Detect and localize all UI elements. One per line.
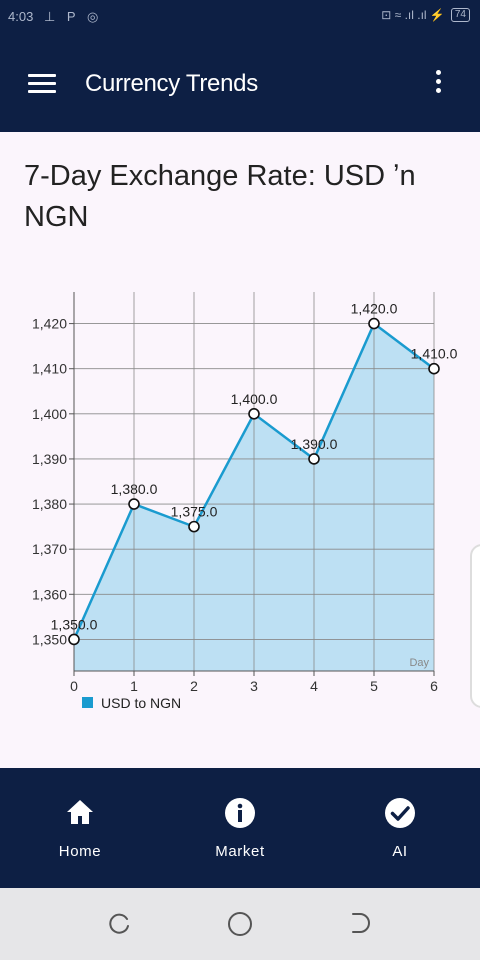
y-tick-label: 1,390 <box>32 451 67 467</box>
data-point <box>428 362 440 375</box>
app-title: Currency Trends <box>85 70 258 97</box>
more-options-icon[interactable] <box>428 70 448 98</box>
legend-label: USD to NGN <box>101 695 181 711</box>
system-navigation-bar <box>0 888 480 960</box>
x-tick-label: 1 <box>130 678 138 694</box>
x-axis-title: Day <box>409 657 429 669</box>
x-tick-label: 0 <box>70 678 78 694</box>
back-icon[interactable] <box>348 911 372 935</box>
data-label: 1,380.0 <box>111 481 158 497</box>
legend-swatch <box>82 697 93 708</box>
data-point <box>68 633 80 646</box>
bottom-navigation: Home Market AI <box>0 768 480 888</box>
y-tick-label: 1,370 <box>32 541 67 557</box>
y-tick-label: 1,410 <box>32 361 67 377</box>
x-tick-label: 4 <box>310 678 318 694</box>
data-label: 1,420.0 <box>351 301 398 317</box>
data-label: 1,390.0 <box>291 436 338 452</box>
y-tick-label: 1,360 <box>32 586 67 602</box>
chart-card: 7-Day Exchange Rate: USD ʼn NGN 1,350 1,3… <box>0 132 480 768</box>
signal-icons: ⊡ ≈ .ıl .ıl ⚡ <box>381 8 445 22</box>
data-label: 1,400.0 <box>231 391 278 407</box>
chart-title: 7-Day Exchange Rate: USD ʼn NGN <box>24 160 416 233</box>
nav-item-ai[interactable]: AI <box>320 768 480 888</box>
nav-item-home[interactable]: Home <box>0 768 160 888</box>
nav-label-market: Market <box>215 843 265 860</box>
data-point <box>248 408 260 420</box>
notification-icons: ⊥ P ◎ <box>44 9 103 24</box>
status-time: 4:03 <box>8 9 34 24</box>
y-tick-label: 1,400 <box>32 406 67 422</box>
home-icon <box>67 800 93 824</box>
info-icon <box>225 798 255 828</box>
data-label: 1,350.0 <box>51 616 98 632</box>
nav-label-ai: AI <box>392 843 408 860</box>
app-bar: Currency Trends <box>0 36 480 132</box>
data-point <box>308 453 320 465</box>
data-point <box>188 520 200 533</box>
y-tick-label: 1,420 <box>32 316 67 332</box>
data-point <box>368 317 380 330</box>
battery-icon: 74 <box>450 8 470 22</box>
nav-item-market[interactable]: Market <box>160 768 320 888</box>
nav-label-home: Home <box>58 843 102 860</box>
check-circle-icon <box>385 798 415 828</box>
data-point <box>128 498 140 510</box>
menu-icon[interactable] <box>28 74 56 94</box>
recents-icon[interactable] <box>108 911 132 935</box>
status-bar: 4:03 ⊥ P ◎ ⊡ ≈ .ıl .ıl ⚡ 74 <box>0 0 480 36</box>
home-circle-icon[interactable] <box>227 911 253 937</box>
y-tick-label: 1,380 <box>32 496 67 512</box>
edge-panel-handle[interactable] <box>470 544 480 708</box>
x-tick-label: 5 <box>370 678 378 694</box>
data-label: 1,375.0 <box>171 504 218 520</box>
status-indicators: ⊡ ≈ .ıl .ıl ⚡ 74 <box>381 8 470 22</box>
x-tick-label: 6 <box>430 678 438 694</box>
y-tick-label: 1,350 <box>32 631 67 647</box>
x-tick-label: 2 <box>190 678 198 694</box>
exchange-rate-chart: 1,350 1,360 1,370 1,380 1,390 1,400 1,410 1,420… <box>32 292 458 711</box>
x-tick-label: 3 <box>250 678 258 694</box>
data-label: 1,410.0 <box>411 346 458 362</box>
